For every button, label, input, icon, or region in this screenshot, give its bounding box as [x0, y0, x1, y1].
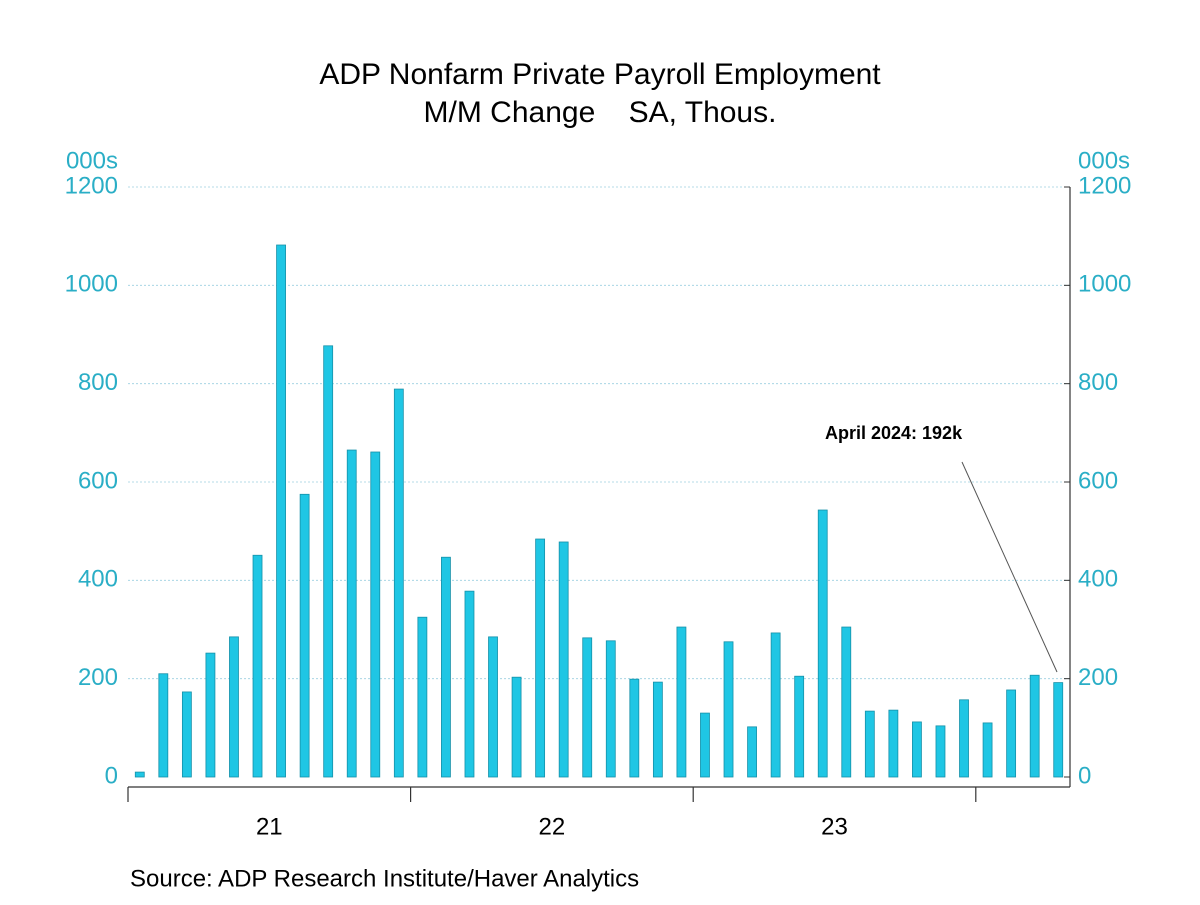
bar — [605, 640, 616, 778]
bar — [959, 699, 969, 778]
y-tick-label-right: 200 — [1078, 664, 1118, 691]
bar — [134, 771, 145, 778]
bar — [888, 709, 899, 778]
y-tick-label: 1200 — [65, 172, 118, 199]
bar — [817, 509, 828, 778]
bar — [346, 449, 357, 778]
chart-title: ADP Nonfarm Private Payroll Employment — [319, 58, 881, 91]
bar — [1053, 682, 1064, 778]
y-tick-label: 800 — [78, 369, 118, 396]
bar — [582, 637, 593, 778]
bar — [464, 590, 475, 778]
annotation-line — [961, 461, 1058, 673]
bar — [511, 676, 522, 778]
y-tick-label-right: 1000 — [1078, 271, 1131, 298]
y-unit-left: 000s — [66, 147, 118, 174]
bar — [676, 626, 687, 778]
bar — [723, 641, 734, 778]
bar — [558, 541, 569, 778]
bar — [441, 556, 451, 778]
bar — [841, 626, 852, 778]
x-tick-label: 22 — [539, 813, 566, 840]
y-tick-label-right: 0 — [1078, 762, 1091, 789]
bar — [1006, 689, 1017, 778]
bar — [229, 636, 239, 778]
bar — [299, 493, 310, 778]
bar — [864, 710, 875, 778]
bar — [276, 244, 286, 778]
y-tick-label-right: 1200 — [1078, 172, 1131, 199]
bar — [747, 726, 757, 778]
x-tick-label: 23 — [821, 813, 848, 840]
bar — [770, 632, 781, 778]
bar — [629, 678, 640, 778]
y-tick-label: 600 — [78, 467, 118, 494]
y-unit-right: 000s — [1078, 147, 1130, 174]
bar — [982, 722, 993, 778]
x-tick-label: 21 — [256, 813, 283, 840]
y-tick-label: 400 — [78, 566, 118, 593]
y-tick-label: 0 — [105, 762, 118, 789]
bar — [323, 345, 334, 778]
chart-subtitle: M/M Change SA, Thous. — [424, 96, 777, 129]
y-tick-label: 1000 — [65, 271, 118, 298]
bar — [652, 681, 663, 778]
annotation: April 2024: 192k — [825, 423, 963, 443]
bar — [935, 725, 946, 778]
bar — [158, 673, 169, 778]
bar — [1029, 674, 1040, 778]
bar — [794, 675, 805, 778]
y-tick-label-right: 400 — [1078, 566, 1118, 593]
bar — [393, 388, 404, 778]
bar — [417, 616, 428, 778]
bar — [535, 538, 546, 778]
y-tick-label: 200 — [78, 664, 118, 691]
bar — [370, 451, 381, 778]
y-tick-label-right: 800 — [1078, 369, 1118, 396]
bar — [252, 554, 263, 778]
source: Source: ADP Research Institute/Haver Ana… — [130, 865, 639, 892]
bar — [700, 712, 710, 778]
bar — [912, 721, 922, 778]
bar — [181, 691, 192, 778]
bar — [205, 652, 216, 778]
y-tick-label-right: 600 — [1078, 467, 1118, 494]
bar — [488, 636, 498, 778]
